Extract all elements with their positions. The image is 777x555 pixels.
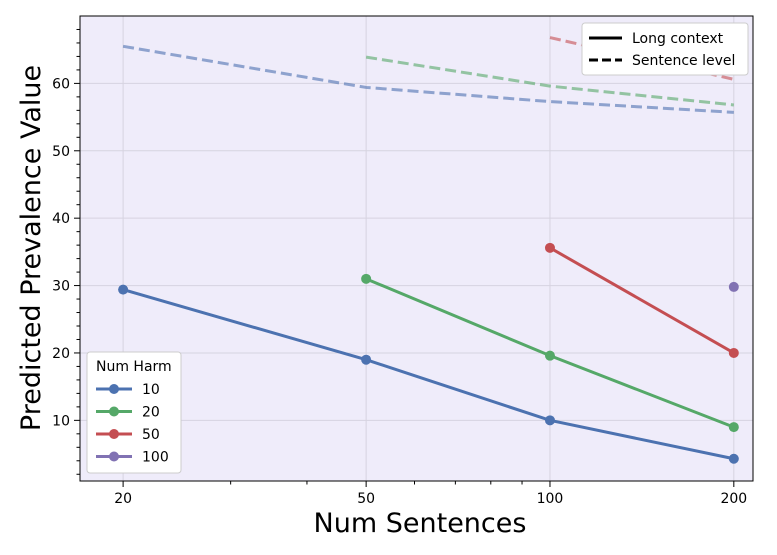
data-point: [544, 415, 555, 426]
long-context-line-50: [549, 246, 735, 355]
data-point: [728, 422, 739, 433]
series-20: [361, 55, 739, 433]
x-tick-label: 100: [537, 491, 564, 507]
y-tick-label: 20: [52, 346, 70, 362]
series-10: [118, 44, 739, 464]
plot-area: [80, 16, 753, 481]
color-legend-title: Num Harm: [96, 359, 172, 375]
color-legend: Num Harm 10 20 50 100: [86, 351, 182, 474]
x-tick-label: 200: [720, 491, 747, 507]
style-legend-box: [581, 22, 749, 76]
series-50: [544, 36, 739, 358]
y-tick-label: 30: [52, 279, 70, 295]
legend-label-50: 50: [142, 427, 160, 443]
x-tick-label: 20: [114, 491, 132, 507]
data-point: [728, 453, 739, 464]
series-layer: [118, 36, 739, 464]
legend-label-100: 100: [142, 450, 169, 466]
legend-label-20: 20: [142, 405, 160, 421]
data-point: [361, 354, 372, 365]
plot-frame: [79, 15, 754, 482]
sentence-level-line-20: [365, 55, 734, 107]
data-point: [118, 284, 129, 295]
y-tick-label: 40: [52, 211, 70, 227]
legend-swatch-marker: [109, 451, 119, 462]
y-axis-label: Predicted Prevalence Value: [16, 65, 47, 431]
y-axis-ticks: 10 20 30 40 50 60: [52, 28, 80, 475]
legend-swatch-marker: [109, 384, 119, 394]
style-legend: Long context Sentence level: [581, 22, 749, 76]
data-point: [361, 273, 372, 284]
series-100: [728, 281, 739, 292]
style-legend-solid-label: Long context: [632, 31, 724, 47]
x-tick-label: 50: [357, 491, 375, 507]
style-legend-dashed-label: Sentence level: [632, 53, 735, 69]
y-tick-label: 10: [52, 413, 70, 429]
x-axis-ticks: 20 50 100 200: [114, 481, 747, 507]
sentence-level-line-10: [122, 44, 734, 114]
data-point: [544, 242, 555, 253]
x-axis-label: Num Sentences: [314, 508, 527, 539]
data-point: [728, 347, 739, 358]
long-context-line-10: [122, 288, 735, 461]
y-tick-label: 50: [52, 144, 70, 160]
data-point: [544, 350, 555, 361]
color-legend-box: [86, 351, 182, 474]
legend-swatch-marker: [109, 406, 119, 417]
legend-label-10: 10: [142, 382, 160, 398]
x-minor-ticks: [230, 481, 523, 485]
legend-swatch-marker: [109, 429, 119, 439]
y-tick-label: 60: [52, 76, 70, 92]
data-point: [728, 281, 739, 292]
